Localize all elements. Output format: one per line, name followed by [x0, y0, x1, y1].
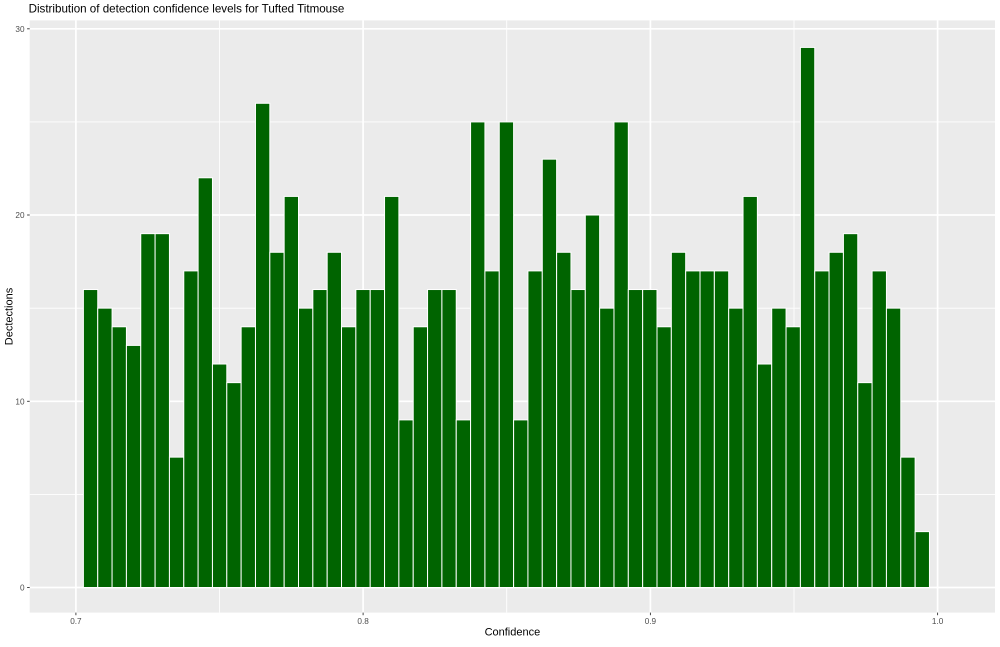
- svg-text:Distribution of detection conf: Distribution of detection confidence lev…: [29, 2, 345, 15]
- svg-text:0.7: 0.7: [70, 617, 82, 626]
- svg-text:0: 0: [20, 584, 25, 593]
- svg-text:10: 10: [15, 398, 25, 407]
- svg-text:0.8: 0.8: [357, 617, 369, 626]
- svg-text:Confidence: Confidence: [485, 627, 541, 639]
- svg-text:Dectections: Dectections: [4, 287, 16, 345]
- svg-text:30: 30: [15, 25, 25, 34]
- svg-text:0.9: 0.9: [645, 617, 657, 626]
- svg-text:1.0: 1.0: [932, 617, 944, 626]
- svg-text:20: 20: [15, 211, 25, 220]
